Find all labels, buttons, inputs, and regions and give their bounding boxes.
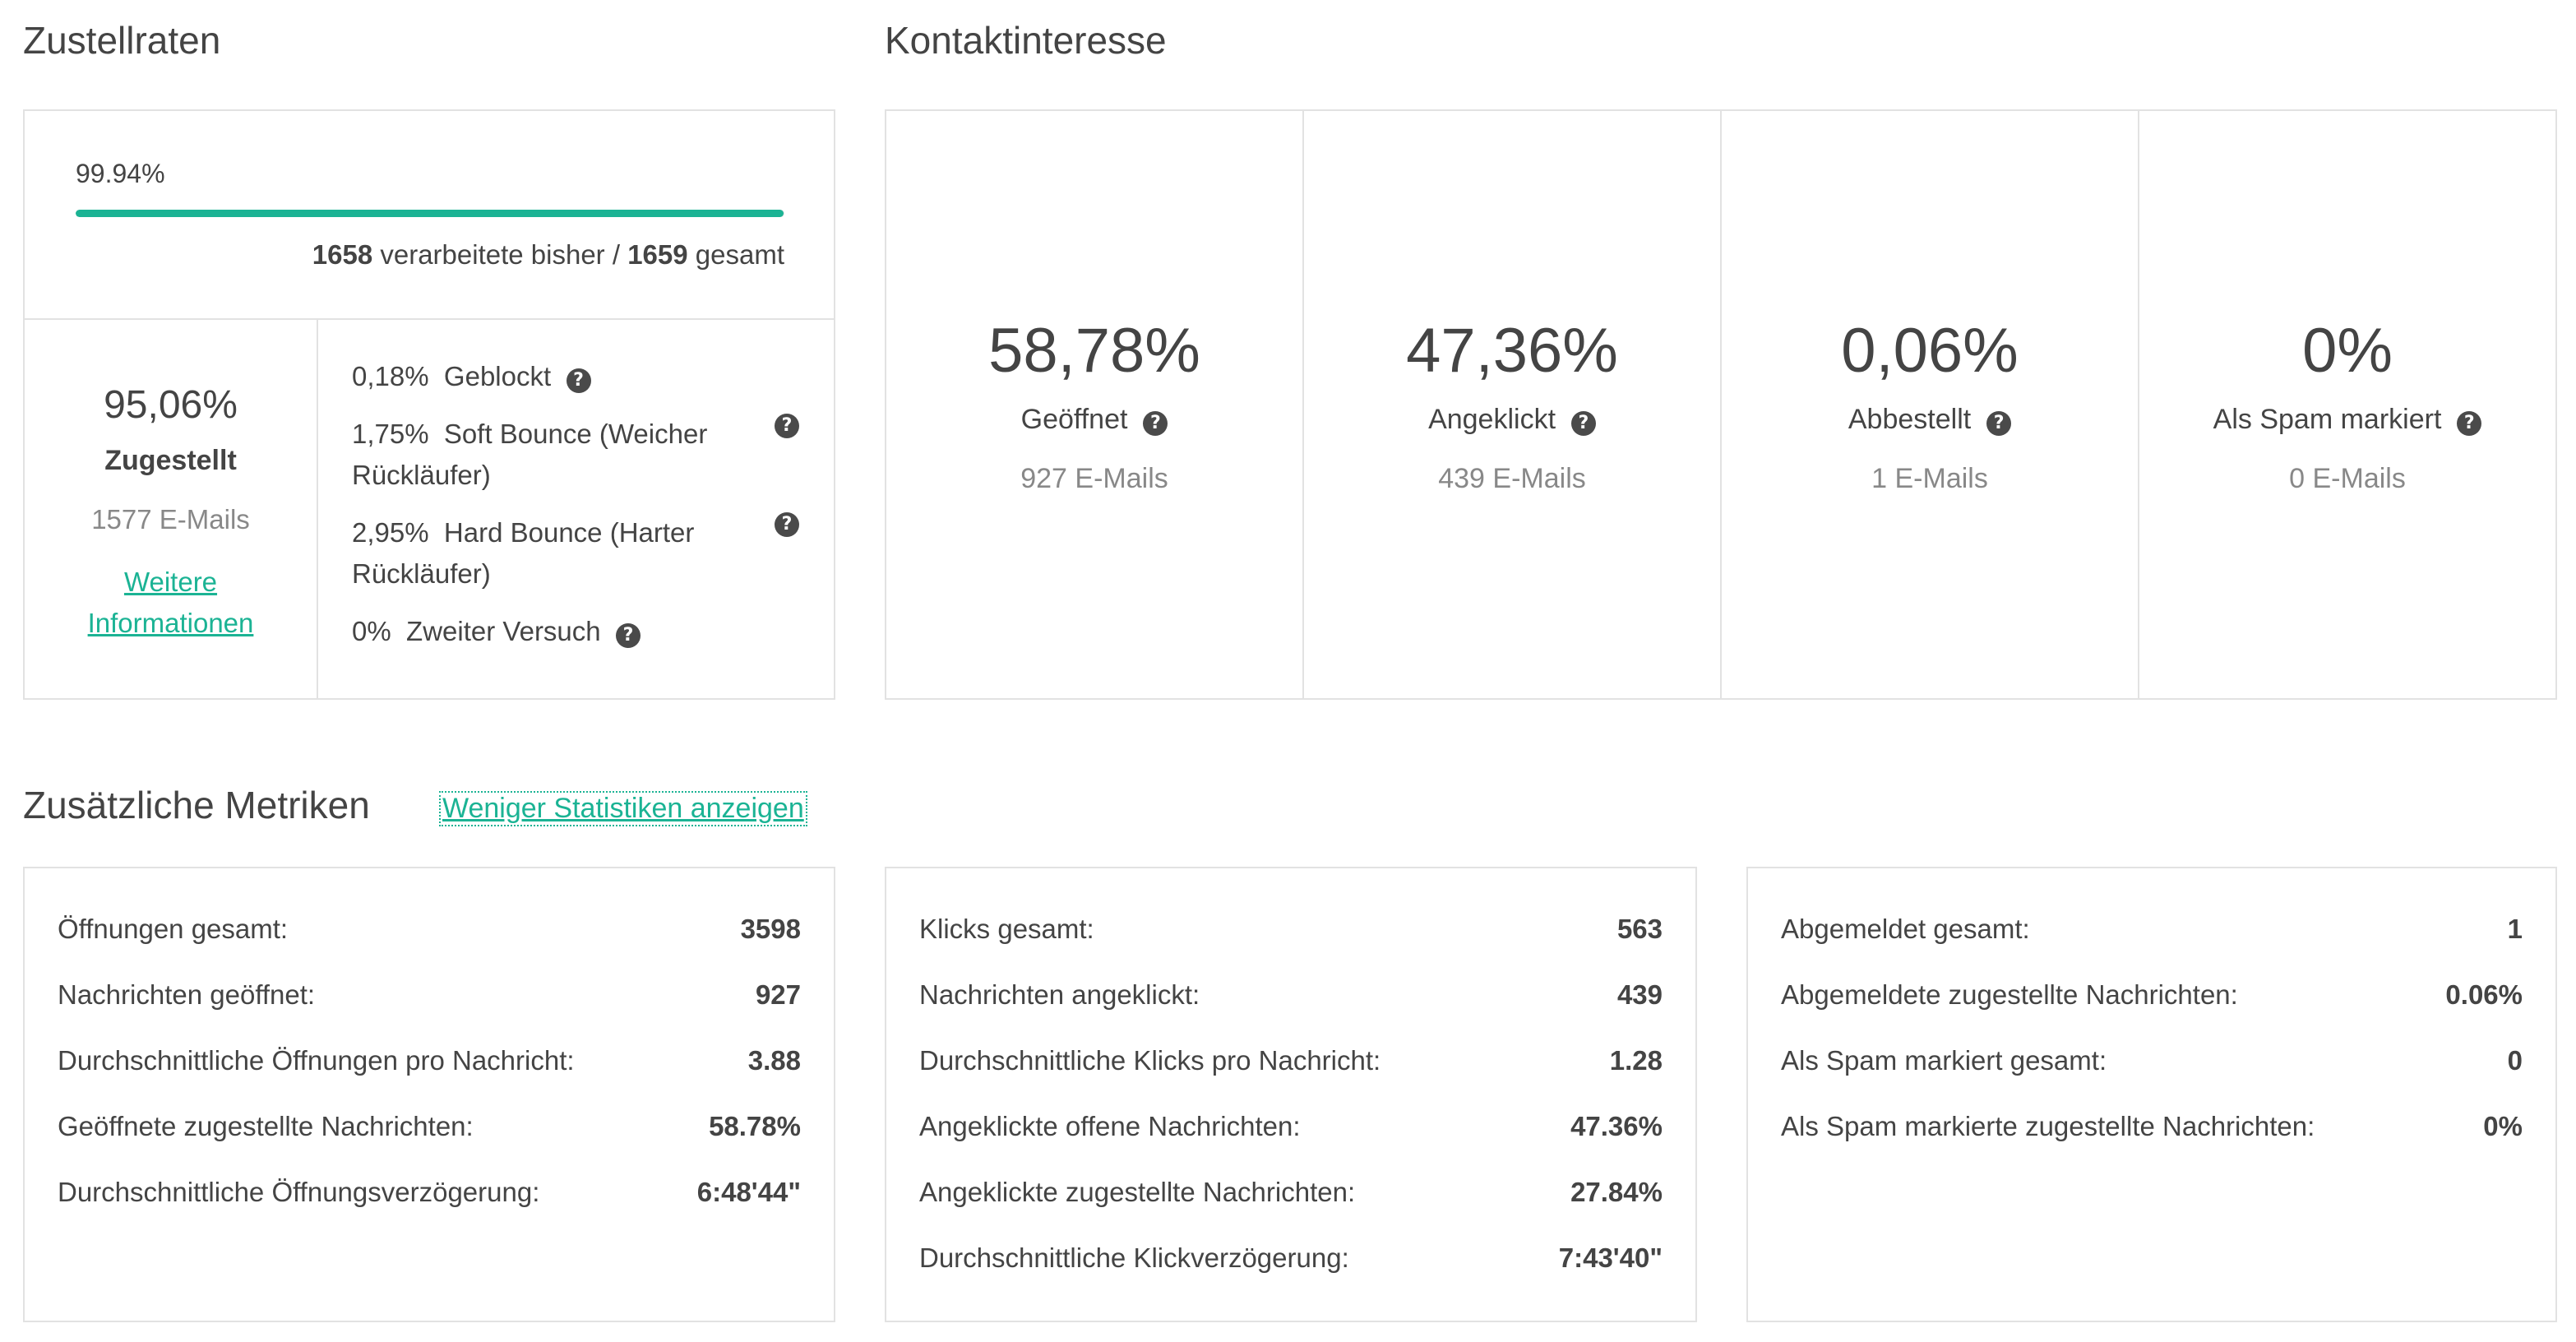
metric-value: 927 (755, 979, 801, 1010)
stat-label-row: Angeklickt ? (1304, 404, 1720, 436)
metric-label: Angeklickte zugestellte Nachrichten: (919, 1177, 1356, 1207)
stat-percent: 0% (2302, 316, 2393, 386)
toggle-stats-link[interactable]: Weniger Statistiken anzeigen (439, 791, 807, 826)
metric-label: Als Spam markierte zugestellte Nachricht… (1781, 1111, 2315, 1141)
metric-label: Nachrichten geöffnet: (58, 979, 316, 1010)
bounce-label-cont: Rückläufer) (352, 558, 491, 589)
stat-percent: 47,36% (1406, 316, 1618, 386)
bounce-label: Geblockt (443, 361, 552, 391)
metric-label: Geöffnete zugestellte Nachrichten: (58, 1111, 474, 1141)
processed-summary: 1658 verarbeitete bisher / 1659 gesamt (312, 239, 784, 271)
metric-label: Nachrichten angeklickt: (919, 979, 1200, 1010)
metric-label: Klicks gesamt: (919, 914, 1094, 944)
bounce-label: Zweiter Versuch (406, 616, 601, 646)
delivered-label: Zugestellt (104, 445, 237, 476)
clicks-metrics-card: Klicks gesamt: 563 Nachrichten angeklick… (885, 867, 1697, 1322)
help-icon[interactable]: ? (1570, 411, 1596, 436)
help-icon[interactable]: ? (566, 368, 591, 393)
section-title-zustellraten: Zustellraten (23, 19, 221, 62)
metric-value: 7:43'40" (1558, 1243, 1663, 1273)
metric-label: Durchschnittliche Öffnungsverzögerung: (58, 1177, 540, 1207)
metric-value: 27.84% (1570, 1177, 1663, 1207)
metric-label: Durchschnittliche Klickverzögerung: (919, 1243, 1349, 1273)
bounce-label: Soft Bounce (Weicher (443, 419, 708, 449)
metric-value: 0.06% (2445, 979, 2523, 1010)
divider-vertical (1302, 111, 1304, 698)
processed-count: 1658 (312, 239, 373, 270)
delivery-rates-card: 99.94% 1658 verarbeitete bisher / 1659 g… (23, 109, 835, 700)
stat-label: Als Spam markiert (2213, 404, 2442, 435)
bounce-row-blocked: 0,18% Geblockt ? (352, 356, 591, 397)
metric-label: Öffnungen gesamt: (58, 914, 289, 944)
help-icon[interactable]: ? (775, 414, 799, 438)
metric-label: Abgemeldet gesamt: (1781, 914, 2030, 944)
metric-label: Angeklickte offene Nachrichten: (919, 1111, 1301, 1141)
bounce-label-cont: Rückläufer) (352, 460, 491, 490)
progress-bar-fill (76, 210, 784, 217)
metric-label: Als Spam markiert gesamt: (1781, 1045, 2107, 1076)
divider-vertical (2138, 111, 2139, 698)
metric-value: 0% (2483, 1111, 2523, 1141)
metric-value: 0 (2507, 1045, 2523, 1076)
help-icon[interactable]: ? (1143, 411, 1168, 436)
stat-count: 1 E-Mails (1871, 463, 1988, 494)
metric-label: Abgemeldete zugestellte Nachrichten: (1781, 979, 2238, 1010)
divider-vertical (1720, 111, 1722, 698)
metric-value: 47.36% (1570, 1111, 1663, 1141)
bounce-percent: 2,95% (352, 517, 429, 548)
total-text: gesamt (695, 239, 784, 270)
metric-value: 1 (2507, 914, 2523, 944)
section-title-zusaetzliche-metriken: Zusätzliche Metriken (23, 784, 370, 826)
divider-vertical (317, 318, 318, 698)
bounce-row-hard: 2,95% Hard Bounce (Harter Rückläufer) (352, 512, 694, 595)
metric-value: 3598 (740, 914, 801, 944)
total-count: 1659 (627, 239, 688, 270)
stat-label-row: Als Spam markiert ? (2139, 404, 2555, 436)
stat-label: Angeklickt (1428, 404, 1556, 435)
progress-percent: 99.94% (76, 159, 165, 188)
section-title-kontaktinteresse: Kontaktinteresse (885, 19, 1167, 62)
stat-label-row: Abbestellt ? (1722, 404, 2138, 436)
opens-metrics-card: Öffnungen gesamt: 3598 Nachrichten geöff… (23, 867, 835, 1322)
help-icon[interactable]: ? (775, 512, 799, 537)
contact-interest-card: 58,78% Geöffnet ? 927 E-Mails 47,36% Ang… (885, 109, 2557, 700)
bounce-row-retry: 0% Zweiter Versuch ? (352, 611, 641, 652)
metric-value: 563 (1616, 914, 1663, 944)
metric-value: 58.78% (709, 1111, 801, 1141)
stat-percent: 0,06% (1841, 316, 2019, 386)
progress-bar (76, 210, 784, 217)
stat-count: 927 E-Mails (1020, 463, 1168, 494)
metric-value: 6:48'44" (696, 1177, 801, 1207)
delivered-percent: 95,06% (104, 383, 238, 427)
more-info-line1[interactable]: Weitere (123, 567, 218, 597)
help-icon[interactable]: ? (1986, 411, 2012, 436)
bounce-row-soft: 1,75% Soft Bounce (Weicher Rückläufer) (352, 414, 707, 496)
bounce-percent: 1,75% (352, 419, 429, 449)
unsubscribe-metrics-card: Abgemeldet gesamt: 1 Abgemeldete zugeste… (1746, 867, 2557, 1322)
processed-text: verarbeitete bisher / (380, 239, 621, 270)
more-info-line2[interactable]: Informationen (87, 608, 254, 638)
metric-label: Durchschnittliche Öffnungen pro Nachrich… (58, 1045, 575, 1076)
stat-percent: 58,78% (988, 316, 1200, 386)
divider-horizontal (25, 318, 834, 320)
stat-count: 0 E-Mails (2289, 463, 2406, 494)
help-icon[interactable]: ? (2457, 411, 2482, 436)
stat-label: Geöffnet (1020, 404, 1128, 435)
more-info-link[interactable]: Weitere Informationen (25, 562, 317, 644)
metric-value: 439 (1616, 979, 1663, 1010)
stat-label: Abbestellt (1848, 404, 1972, 435)
delivered-count: 1577 E-Mails (91, 504, 250, 534)
metric-value: 1.28 (1609, 1045, 1663, 1076)
metric-value: 3.88 (747, 1045, 801, 1076)
metric-label: Durchschnittliche Klicks pro Nachricht: (919, 1045, 1381, 1076)
stat-count: 439 E-Mails (1438, 463, 1586, 494)
bounce-percent: 0% (352, 616, 391, 646)
bounce-percent: 0,18% (352, 361, 429, 391)
stat-label-row: Geöffnet ? (886, 404, 1302, 436)
help-icon[interactable]: ? (615, 623, 641, 648)
bounce-label: Hard Bounce (Harter (443, 517, 695, 548)
